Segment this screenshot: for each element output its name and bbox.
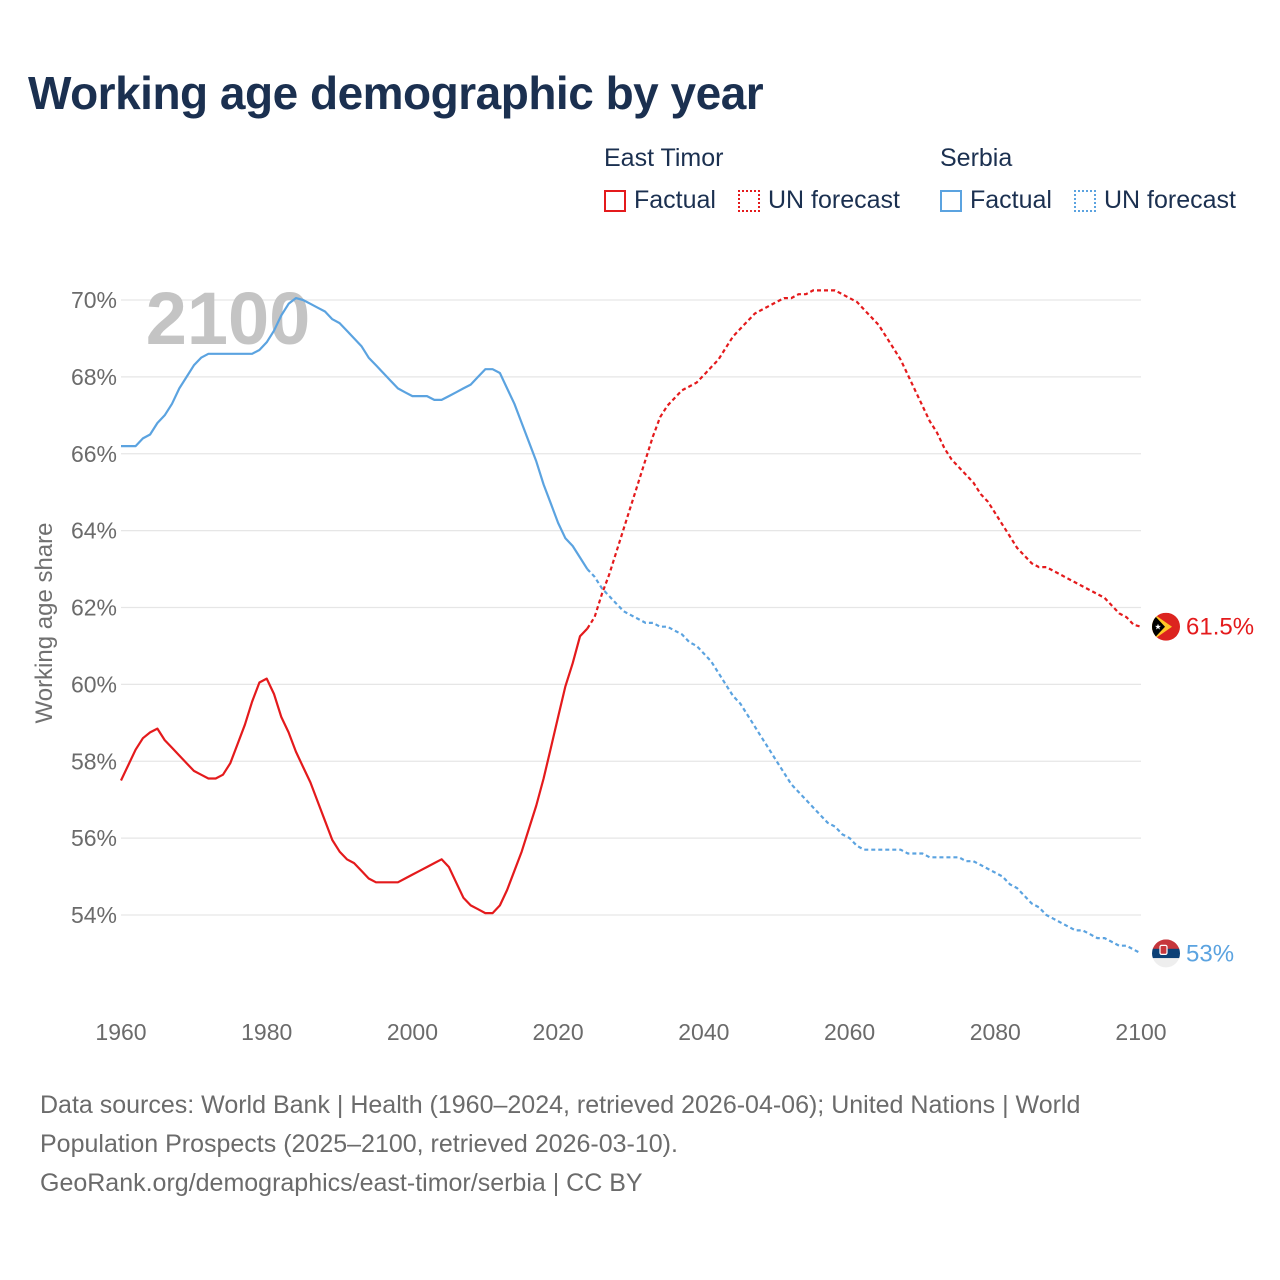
serbia-flag-icon[interactable] xyxy=(1152,939,1180,968)
legend-group-name: Serbia xyxy=(940,144,1013,172)
y-tick-label: 64% xyxy=(71,518,117,544)
end-value-label-serbia: 53% xyxy=(1186,940,1234,967)
line-chart: 2100 54% 56% 58% 60% 62% 64% 66% 68% 70% 1960 198… xyxy=(31,277,1254,1045)
series-lines xyxy=(120,289,1142,955)
end-value-label-east-timor: 61.5% xyxy=(1186,614,1254,641)
x-tick-label: 2040 xyxy=(678,1019,729,1045)
x-tick-label: 2060 xyxy=(824,1019,875,1045)
sources-line: GeoRank.org/demographics/east-timor/serb… xyxy=(40,1169,643,1197)
gridlines xyxy=(121,299,1141,916)
year-watermark: 2100 xyxy=(146,277,311,360)
y-tick-label: 54% xyxy=(71,902,117,928)
sources-line: Data sources: World Bank | Health (1960–… xyxy=(40,1091,1081,1119)
legend-item-east-timor-factual[interactable]: Factual xyxy=(604,186,716,215)
legend-item-label: Factual xyxy=(970,186,1052,214)
legend-swatch-dotted xyxy=(1074,189,1096,212)
x-tick-label: 2100 xyxy=(1115,1019,1166,1045)
legend-item-serbia-forecast[interactable]: UN forecast xyxy=(1074,186,1236,215)
x-tick-label: 1980 xyxy=(241,1019,292,1045)
legend-item-label: UN forecast xyxy=(768,186,900,214)
legend-swatch-solid xyxy=(940,189,962,212)
legend-item-serbia-factual[interactable]: Factual xyxy=(940,186,1052,215)
x-tick-label: 1960 xyxy=(95,1019,146,1045)
series-line-serbia-factual[interactable] xyxy=(121,297,589,570)
east-timor-flag-icon[interactable] xyxy=(1152,612,1180,641)
x-tick-label: 2080 xyxy=(970,1019,1021,1045)
y-axis-ticks: 54% 56% 58% 60% 62% 64% 66% 68% 70% xyxy=(71,287,117,928)
chart-title: Working age demographic by year xyxy=(28,67,764,119)
series-line-serbia-forecast[interactable] xyxy=(586,568,1142,955)
y-tick-label: 56% xyxy=(71,825,117,851)
sources-line: Population Prospects (2025–2100, retriev… xyxy=(40,1130,678,1158)
legend-swatch-solid xyxy=(604,189,626,212)
x-axis-ticks: 1960 1980 2000 2020 2040 2060 2080 2100 xyxy=(95,1019,1166,1045)
y-tick-label: 60% xyxy=(71,671,117,697)
y-tick-label: 66% xyxy=(71,441,117,467)
y-tick-label: 62% xyxy=(71,595,117,621)
legend-swatch-dotted xyxy=(738,189,760,212)
legend-item-east-timor-forecast[interactable]: UN forecast xyxy=(738,186,900,215)
series-line-east-timor-forecast[interactable] xyxy=(586,289,1142,630)
legend-item-label: UN forecast xyxy=(1104,186,1236,214)
series-line-east-timor-factual[interactable] xyxy=(120,627,589,915)
y-tick-label: 70% xyxy=(71,287,117,313)
y-tick-label: 68% xyxy=(71,364,117,390)
x-tick-label: 2000 xyxy=(387,1019,438,1045)
legend-group-name: East Timor xyxy=(604,144,724,172)
data-sources-note: Data sources: World Bank | Health (1960–… xyxy=(40,1086,1220,1203)
x-tick-label: 2020 xyxy=(533,1019,584,1045)
y-axis-label: Working age share xyxy=(31,523,58,724)
y-tick-label: 58% xyxy=(71,748,117,774)
legend-item-label: Factual xyxy=(634,186,716,214)
